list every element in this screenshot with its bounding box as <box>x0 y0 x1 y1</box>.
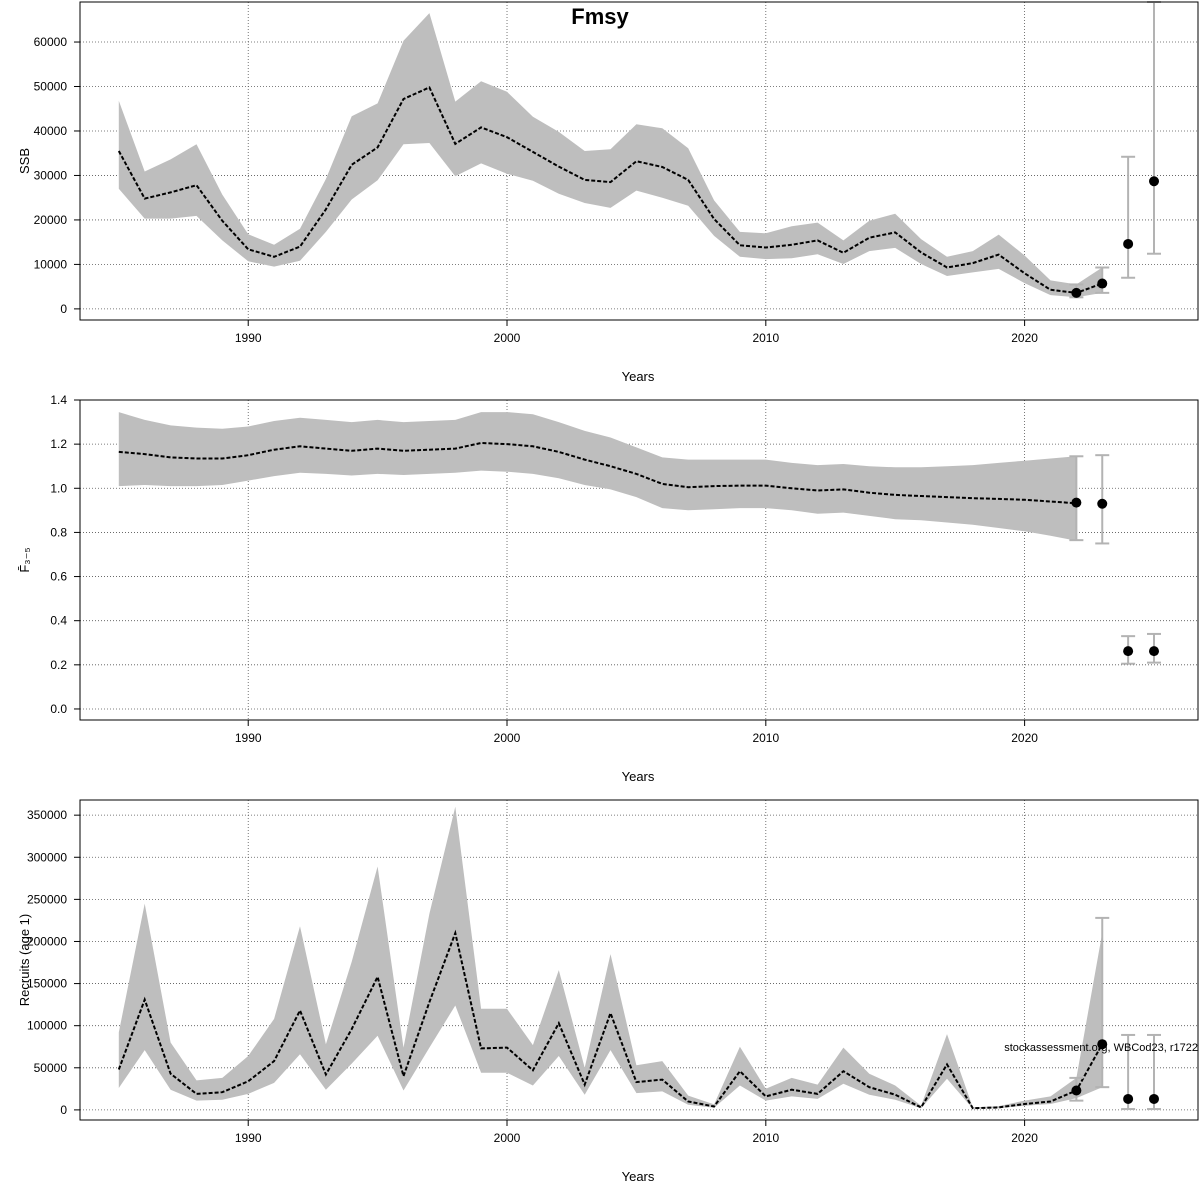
y-tick-label: 1.0 <box>50 481 67 495</box>
x-tick-label: 2000 <box>494 331 521 345</box>
x-tick-label: 1990 <box>235 1131 262 1145</box>
confidence-band <box>118 806 1103 1109</box>
estimate-line <box>117 929 1104 1110</box>
watermark: stockassessment.org, WBCod23, r1722 <box>1004 1042 1198 1054</box>
y-tick-label: 10000 <box>34 257 68 271</box>
x-tick-label: 2020 <box>1011 331 1038 345</box>
y-tick-label: 20000 <box>34 213 68 227</box>
forecast-point <box>1097 498 1108 509</box>
y-tick-label: 50000 <box>34 1061 68 1075</box>
y-tick-label: 60000 <box>34 35 68 49</box>
y-tick-label: 0 <box>60 1103 67 1117</box>
y-tick-label: 0.6 <box>50 570 67 584</box>
y-tick-label: 0 <box>60 302 67 316</box>
y-tick-label: 1.2 <box>50 437 67 451</box>
ssb-panel: 1990 2000 2010 2020 0 10000 20000 30000 40000 500… <box>17 1 1199 384</box>
forecast-point <box>1149 176 1160 187</box>
x-tick-label: 2010 <box>752 1131 779 1145</box>
x-tick-label: 1990 <box>235 331 262 345</box>
y-tick-label: 0.8 <box>50 525 67 539</box>
confidence-band <box>118 412 1077 541</box>
x-axis-label: Years <box>622 369 655 384</box>
y-axis-label: SSB <box>17 148 32 174</box>
y-tick-label: 30000 <box>34 168 68 182</box>
estimate-point <box>1097 278 1108 289</box>
x-tick-label: 2010 <box>752 731 779 745</box>
y-axis-label: F̄₃₋₅ <box>17 547 32 572</box>
x-tick-label: 1990 <box>235 731 262 745</box>
y-tick-label: 300000 <box>27 850 67 864</box>
estimate-point <box>1071 497 1082 508</box>
figure-title: Fmsy <box>571 4 629 29</box>
f-panel: 1990 2000 2010 2020 0.0 0.2 0.4 0.6 0.8 1.0 1.2 1.4… <box>17 393 1199 784</box>
x-axis-label: Years <box>622 769 655 784</box>
x-tick-label: 2020 <box>1011 1131 1038 1145</box>
x-axis-label: Years <box>622 1169 655 1184</box>
y-tick-label: 200000 <box>27 934 67 948</box>
y-tick-label: 150000 <box>27 977 67 991</box>
y-tick-label: 50000 <box>34 80 68 94</box>
x-tick-label: 2000 <box>494 731 521 745</box>
plot-frame <box>79 399 1199 721</box>
confidence-band <box>118 13 1103 298</box>
y-tick-label: 40000 <box>34 124 68 138</box>
estimate-point <box>1097 1039 1108 1050</box>
y-tick-label: 0.2 <box>50 658 67 672</box>
estimate-line <box>118 441 1077 505</box>
y-tick-label: 0.0 <box>50 702 67 716</box>
y-tick-label: 1.4 <box>50 393 67 407</box>
forecast-point <box>1123 238 1134 249</box>
forecast-point <box>1123 1093 1134 1104</box>
forecast-point <box>1149 646 1160 657</box>
plot-frame <box>79 1 1199 321</box>
y-axis-label: Recruits (age 1) <box>17 914 32 1006</box>
forecast-point <box>1149 1093 1160 1104</box>
estimate-line <box>117 86 1103 294</box>
plot-frame <box>79 799 1199 1121</box>
estimate-point <box>1071 1085 1082 1096</box>
estimate-point <box>1071 287 1082 298</box>
y-tick-label: 100000 <box>27 1019 67 1033</box>
x-tick-label: 2010 <box>752 331 779 345</box>
recruits-panel: 1990 2000 2010 2020 0 50000 100000 150000 200000… <box>17 799 1199 1184</box>
y-tick-label: 250000 <box>27 892 67 906</box>
x-tick-label: 2000 <box>494 1131 521 1145</box>
x-tick-label: 2020 <box>1011 731 1038 745</box>
y-tick-label: 0.4 <box>50 614 67 628</box>
forecast-point <box>1123 646 1134 657</box>
y-tick-label: 350000 <box>27 808 67 822</box>
